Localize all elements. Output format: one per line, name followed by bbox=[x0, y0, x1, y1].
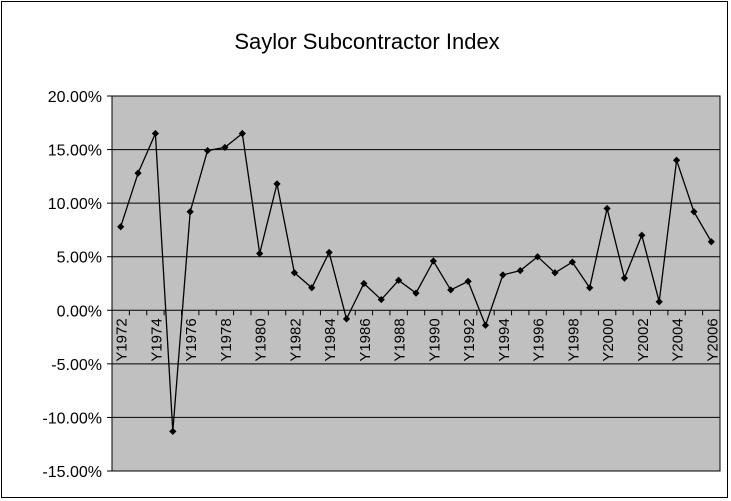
data-point bbox=[203, 147, 212, 155]
data-point bbox=[568, 258, 576, 266]
data-point bbox=[534, 253, 542, 261]
y-tick-label: 20.00% bbox=[48, 89, 102, 106]
data-point bbox=[655, 298, 663, 306]
x-tick-label: Y1994 bbox=[496, 318, 513, 361]
y-tick-label: -15.00% bbox=[42, 464, 102, 481]
x-tick-label: Y1974 bbox=[148, 318, 165, 361]
data-point bbox=[620, 274, 629, 282]
plot-area bbox=[107, 95, 721, 472]
x-tick-label: Y2004 bbox=[670, 318, 687, 361]
x-tick-label: Y1982 bbox=[287, 318, 304, 361]
x-tick-label: Y2002 bbox=[635, 318, 652, 361]
x-tick-label: Y1988 bbox=[392, 318, 409, 361]
x-tick-label: Y1980 bbox=[253, 318, 270, 361]
data-point bbox=[377, 295, 385, 304]
data-point bbox=[499, 271, 507, 279]
data-point bbox=[690, 208, 698, 216]
x-tick-label: Y1978 bbox=[218, 318, 235, 361]
x-tick-label: Y1998 bbox=[565, 318, 582, 361]
data-point bbox=[360, 279, 368, 288]
chart-title: Saylor Subcontractor Index bbox=[234, 29, 499, 54]
y-axis-tick-labels: 20.00% 15.00% 10.00% 5.00% 0.00% -5.00% -10.00… bbox=[42, 89, 102, 481]
x-tick-label: Y2006 bbox=[704, 318, 721, 361]
y-tick-label: 0.00% bbox=[57, 303, 102, 320]
y-tick-label: 15.00% bbox=[48, 143, 102, 160]
x-tick-label: Y1976 bbox=[183, 318, 200, 361]
x-tick-label: Y1996 bbox=[531, 318, 548, 361]
x-tick-label: Y1986 bbox=[357, 318, 374, 361]
data-point bbox=[342, 315, 351, 323]
y-tick-label: -5.00% bbox=[51, 357, 102, 374]
x-tick-label: Y1990 bbox=[426, 318, 443, 361]
series-layer bbox=[117, 129, 715, 435]
y-tick-label: 5.00% bbox=[57, 250, 102, 267]
plot-background bbox=[111, 95, 721, 472]
data-point bbox=[412, 289, 420, 297]
x-tick-label: Y1984 bbox=[322, 318, 339, 361]
data-point bbox=[672, 156, 681, 164]
data-point bbox=[308, 284, 316, 292]
data-point bbox=[134, 169, 142, 177]
data-point bbox=[516, 267, 524, 275]
data-point bbox=[603, 204, 611, 213]
data-point bbox=[117, 223, 125, 231]
data-point bbox=[586, 284, 594, 292]
data-point bbox=[464, 277, 472, 285]
data-point bbox=[151, 129, 160, 138]
data-point bbox=[238, 129, 246, 138]
data-point bbox=[447, 286, 455, 294]
x-tick-label: Y1992 bbox=[461, 318, 478, 361]
data-point bbox=[481, 321, 490, 329]
x-tick-label: Y2000 bbox=[600, 318, 617, 361]
data-point bbox=[429, 257, 437, 265]
data-point bbox=[638, 231, 646, 239]
data-point bbox=[551, 269, 559, 277]
data-point bbox=[395, 276, 403, 284]
data-point bbox=[325, 248, 333, 257]
x-axis-tick-labels: Y1972 Y1974 Y1976 Y1978 Y1980 Y1982 Y1984 Y1986… bbox=[114, 318, 722, 361]
x-tick-label: Y1972 bbox=[114, 318, 131, 361]
data-point bbox=[221, 143, 229, 152]
data-point bbox=[186, 208, 194, 216]
data-point bbox=[256, 249, 264, 258]
y-tick-label: -10.00% bbox=[42, 410, 102, 427]
data-point bbox=[707, 238, 715, 246]
data-point bbox=[273, 180, 281, 188]
data-point bbox=[169, 427, 177, 435]
y-tick-label: 10.00% bbox=[48, 196, 102, 213]
data-point bbox=[290, 269, 298, 277]
